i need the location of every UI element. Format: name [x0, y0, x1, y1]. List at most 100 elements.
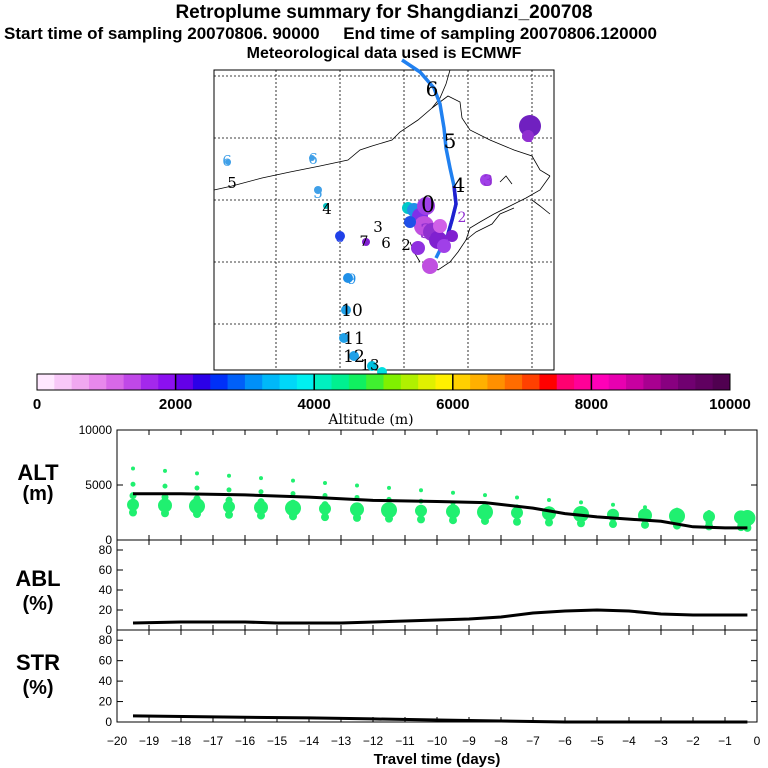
map-dot [446, 230, 458, 242]
map-dot [480, 174, 492, 186]
alt-plume-dot [446, 504, 460, 519]
alt-plume-dot [225, 510, 233, 519]
colorbar-tick-label: 0 [33, 396, 41, 413]
x-tick-label: −15 [267, 734, 288, 748]
alt-plume-dot [513, 517, 521, 526]
x-tick-label: −18 [171, 734, 192, 748]
map-day-label: 3 [420, 219, 433, 243]
panel-unit: (%) [22, 677, 53, 699]
map-dot [341, 305, 351, 315]
panel-abl: 0 20 40 60 80 ABL(%) [15, 539, 758, 637]
alt-plume-dot [285, 500, 301, 517]
colorbar-swatch [608, 374, 627, 390]
alt-plume-dot [542, 506, 556, 521]
alt-plume-dot [189, 498, 205, 515]
panel-str: 0 20 40 60 80 STR(%) [16, 629, 758, 729]
alt-plume-dot [419, 488, 423, 493]
alt-plume-dot [194, 485, 200, 491]
alt-plume-dot [323, 481, 327, 486]
colorbar-swatch [192, 374, 211, 390]
map-day-label: 6 [222, 152, 232, 170]
alt-plume-dot [227, 473, 231, 478]
colorbar-swatch [296, 374, 315, 390]
colorbar-swatch [262, 374, 281, 390]
x-tick-label: −2 [686, 734, 700, 748]
x-tick-label: −3 [654, 734, 668, 748]
alt-plume-dot [129, 508, 137, 517]
x-tick-label: −4 [622, 734, 636, 748]
alt-plume-dot [511, 506, 523, 519]
map-day-label: 6 [381, 234, 391, 252]
colorbar-swatch [227, 374, 246, 390]
alt-plume-dot [415, 504, 427, 517]
alt-plume-dot [417, 515, 425, 524]
map-day-label: 2 [458, 210, 467, 226]
map-dot [343, 273, 353, 283]
alt-plume-dot [258, 489, 264, 495]
colorbar: 0 2000 4000 6000 8000 10000 [33, 373, 751, 413]
alt-plume-dot [669, 508, 685, 525]
alt-plume-dot [127, 498, 139, 511]
alt-plume-dot [579, 500, 583, 505]
met-data-line: Meteorological data used is ECMWF [246, 45, 522, 62]
colorbar-swatch [643, 374, 662, 390]
colorbar-label: Altitude (m) [327, 412, 413, 428]
colorbar-swatch [400, 374, 419, 390]
colorbar-tick-label: 4000 [298, 396, 331, 413]
map-dot [362, 238, 370, 246]
colorbar-tick-label: 2000 [159, 396, 192, 413]
map-dot [314, 186, 322, 194]
colorbar-swatch [435, 374, 454, 390]
y-tick-label: 20 [99, 695, 113, 709]
alt-plume-dot [451, 490, 455, 495]
map-dot [404, 216, 416, 228]
alt-plume-dot [577, 519, 585, 528]
colorbar-swatch [452, 374, 471, 390]
map-day-label: 8 [336, 230, 345, 246]
panel-frame [116, 629, 758, 723]
colorbar-swatch [383, 374, 402, 390]
alt-plume-dot [547, 497, 551, 502]
panel-title: ABL [15, 566, 60, 591]
alt-plume-dot [193, 510, 201, 519]
panel-unit: (m) [22, 483, 53, 505]
map-day-label: 4 [523, 127, 533, 146]
colorbar-swatch [331, 374, 350, 390]
x-tick-label: −13 [331, 734, 352, 748]
alt-plume-dot [477, 504, 493, 521]
panel-unit: (%) [22, 593, 53, 615]
alt-plume-dot [545, 518, 553, 527]
panel-title: STR [16, 650, 60, 675]
y-tick-label: 60 [99, 654, 113, 668]
alt-plume-dot [161, 509, 169, 518]
x-tick-label: −14 [299, 734, 320, 748]
map-day-label: 10 [341, 301, 363, 321]
map-dot [411, 241, 425, 255]
map-day-label: 9 [348, 272, 357, 288]
x-tick-label: −16 [235, 734, 256, 748]
str-line [132, 714, 748, 724]
y-tick-label: 80 [99, 543, 113, 557]
colorbar-tick-label: 10000 [709, 396, 751, 413]
colorbar-swatch [366, 374, 384, 390]
alt-plume-dot [319, 502, 331, 515]
map-dot [422, 258, 438, 274]
x-tick-label: −9 [462, 734, 476, 748]
y-tick-label: 5000 [85, 478, 112, 492]
colorbar-swatch [54, 374, 73, 390]
alt-plume-dot [289, 512, 297, 521]
alt-plume-dot [387, 485, 391, 490]
trajectory-path-lower [446, 185, 458, 235]
map-dot [309, 155, 315, 161]
colorbar-swatch [106, 374, 125, 390]
alt-plume-dot [481, 516, 489, 525]
panel-title: ALT [17, 460, 59, 485]
map-dot [437, 239, 451, 253]
x-tick-label: −19 [139, 734, 160, 748]
y-tick-label: 0 [105, 533, 112, 547]
alt-plume-dot [483, 493, 487, 498]
map-dot [522, 130, 534, 142]
alt-plume-dot [223, 500, 235, 513]
map-dot [433, 219, 447, 233]
map-day-label: 2 [401, 236, 411, 254]
